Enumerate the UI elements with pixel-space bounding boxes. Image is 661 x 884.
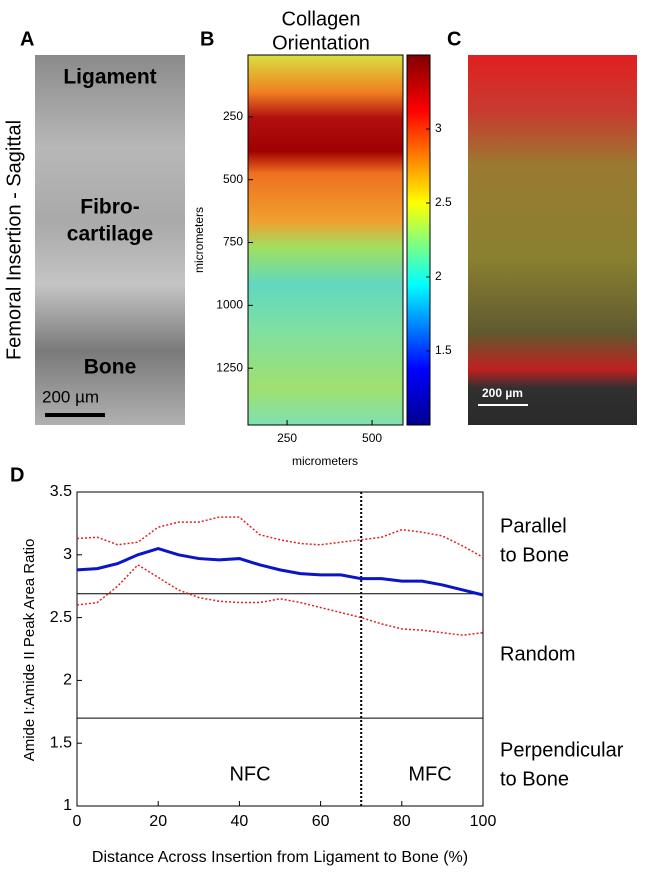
annotation: NFC	[229, 763, 270, 785]
x-tick-label: 500	[362, 431, 382, 445]
x-tick-label: 20	[149, 813, 167, 830]
panel-c-image	[468, 55, 637, 425]
panel-label: C	[447, 28, 461, 50]
region-label: Fibro-	[80, 196, 139, 219]
x-tick-label: 80	[393, 813, 411, 830]
side-label: Femoral Insertion - Sagittal	[3, 120, 25, 360]
y-tick-label: 1000	[216, 298, 243, 312]
y-tick-label: 750	[223, 235, 243, 249]
colorbar	[406, 54, 431, 426]
scale-bar-label: 200 µm	[42, 387, 99, 406]
y-tick-label: 500	[223, 172, 243, 186]
region-label: Ligament	[63, 66, 156, 89]
annotation: MFC	[408, 763, 451, 785]
x-tick-label: 250	[277, 431, 297, 445]
plot-frame	[76, 491, 484, 807]
y-axis-label: micrometers	[192, 207, 206, 273]
annotation: to Bone	[500, 768, 569, 790]
scale-bar-label: 200 µm	[482, 386, 523, 400]
colorbar-tick-label: 2.5	[435, 195, 452, 209]
panel-a-image	[35, 55, 185, 425]
mean-line	[76, 546, 484, 597]
y-tick-label: 1250	[216, 360, 243, 374]
annotation: Parallel	[500, 515, 567, 537]
x-tick-label: 60	[312, 813, 330, 830]
annotation: Perpendicular	[500, 739, 624, 761]
y-tick-label: 1.5	[50, 734, 72, 751]
x-tick-label: 40	[231, 813, 249, 830]
heatmap-image	[247, 54, 404, 426]
y-tick-label: 3.5	[50, 483, 72, 500]
panel-label: A	[20, 28, 34, 50]
panel-label: B	[200, 28, 214, 50]
y-tick-label: 2	[63, 672, 72, 689]
heatmap-title: Collagen	[282, 8, 361, 30]
region-label: cartilage	[67, 223, 153, 246]
colorbar-tick-label: 1.5	[435, 343, 452, 357]
colorbar-tick-label: 3	[435, 121, 442, 135]
colorbar-tick-label: 2	[435, 269, 442, 283]
y-tick-label: 3	[63, 546, 72, 563]
panel-label: D	[10, 464, 24, 486]
y-tick-label: 250	[223, 109, 243, 123]
y-tick-label: 1	[63, 797, 72, 814]
y-tick-label: 2.5	[50, 609, 72, 626]
bound-line	[76, 563, 484, 636]
x-tick-label: 0	[73, 813, 82, 830]
annotation: to Bone	[500, 544, 569, 566]
region-label: Bone	[84, 356, 137, 379]
x-axis-label: Distance Across Insertion from Ligament …	[92, 849, 468, 866]
bound-line	[76, 516, 484, 558]
heatmap-title: Orientation	[272, 32, 370, 54]
annotation: Random	[500, 643, 576, 665]
y-axis-label: Amide I:Amide II Peak Area Ratio	[21, 539, 38, 762]
x-axis-label: micrometers	[292, 454, 358, 468]
x-tick-label: 100	[470, 813, 497, 830]
